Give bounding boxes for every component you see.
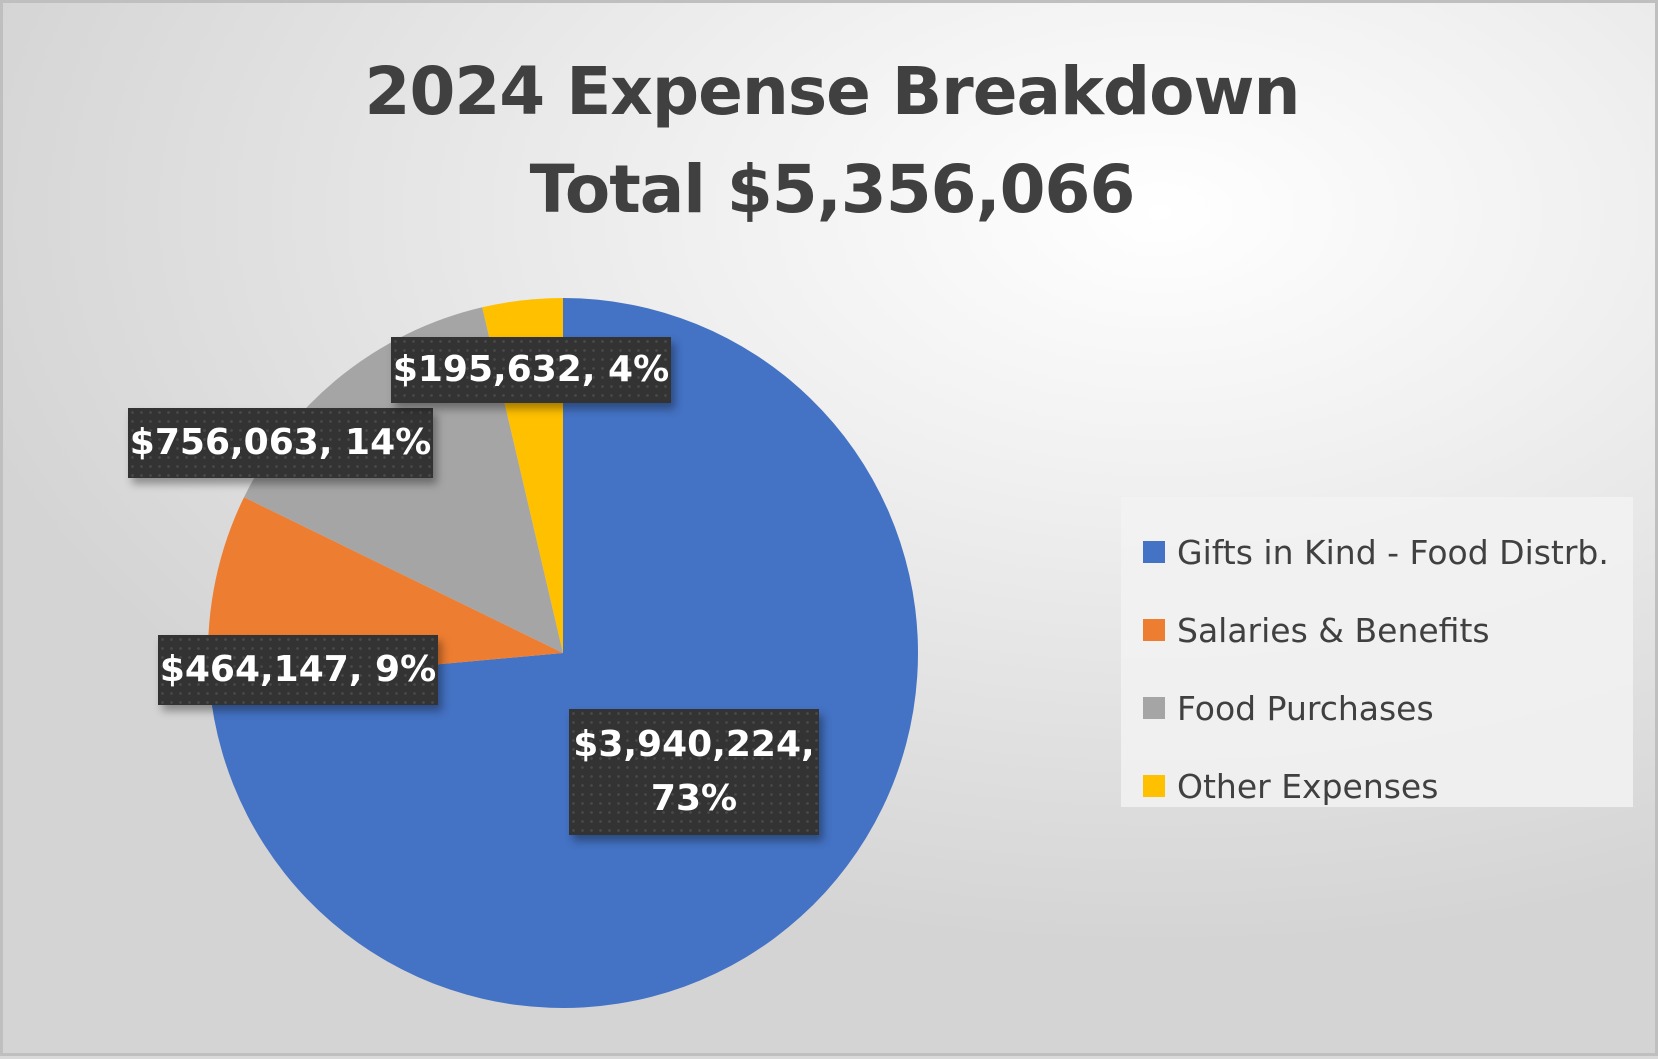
legend-label-gifts-in-kind: Gifts in Kind - Food Distrb.: [1177, 532, 1609, 572]
legend-swatch-salaries-benefits: [1143, 619, 1165, 641]
data-label-food-purchases: $756,063, 14%: [128, 408, 433, 478]
legend-item-salaries-benefits: Salaries & Benefits: [1143, 591, 1633, 669]
data-label-salaries-benefits: $464,147, 9%: [158, 635, 438, 705]
legend-swatch-other-expenses: [1143, 775, 1165, 797]
legend-label-food-purchases: Food Purchases: [1177, 688, 1434, 728]
chart-title: 2024 Expense Breakdown: [364, 53, 1301, 130]
data-label-gifts-in-kind-percent: 73%: [650, 778, 738, 819]
legend-item-other-expenses: Other Expenses: [1143, 747, 1633, 825]
legend-label-salaries-benefits: Salaries & Benefits: [1177, 610, 1490, 650]
data-label-gifts-in-kind: $3,940,224, 73%: [569, 709, 819, 835]
legend-item-food-purchases: Food Purchases: [1143, 669, 1633, 747]
legend-item-gifts-in-kind: Gifts in Kind - Food Distrb.: [1143, 513, 1633, 591]
legend-swatch-food-purchases: [1143, 697, 1165, 719]
chart-subtitle: Total $5,356,066: [529, 151, 1136, 228]
data-label-gifts-in-kind-value: $3,940,224,: [573, 724, 815, 765]
legend-swatch-gifts-in-kind: [1143, 541, 1165, 563]
chart-legend: Gifts in Kind - Food Distrb. Salaries & …: [1121, 497, 1633, 807]
legend-label-other-expenses: Other Expenses: [1177, 766, 1439, 806]
data-label-other-expenses: $195,632, 4%: [391, 337, 671, 403]
